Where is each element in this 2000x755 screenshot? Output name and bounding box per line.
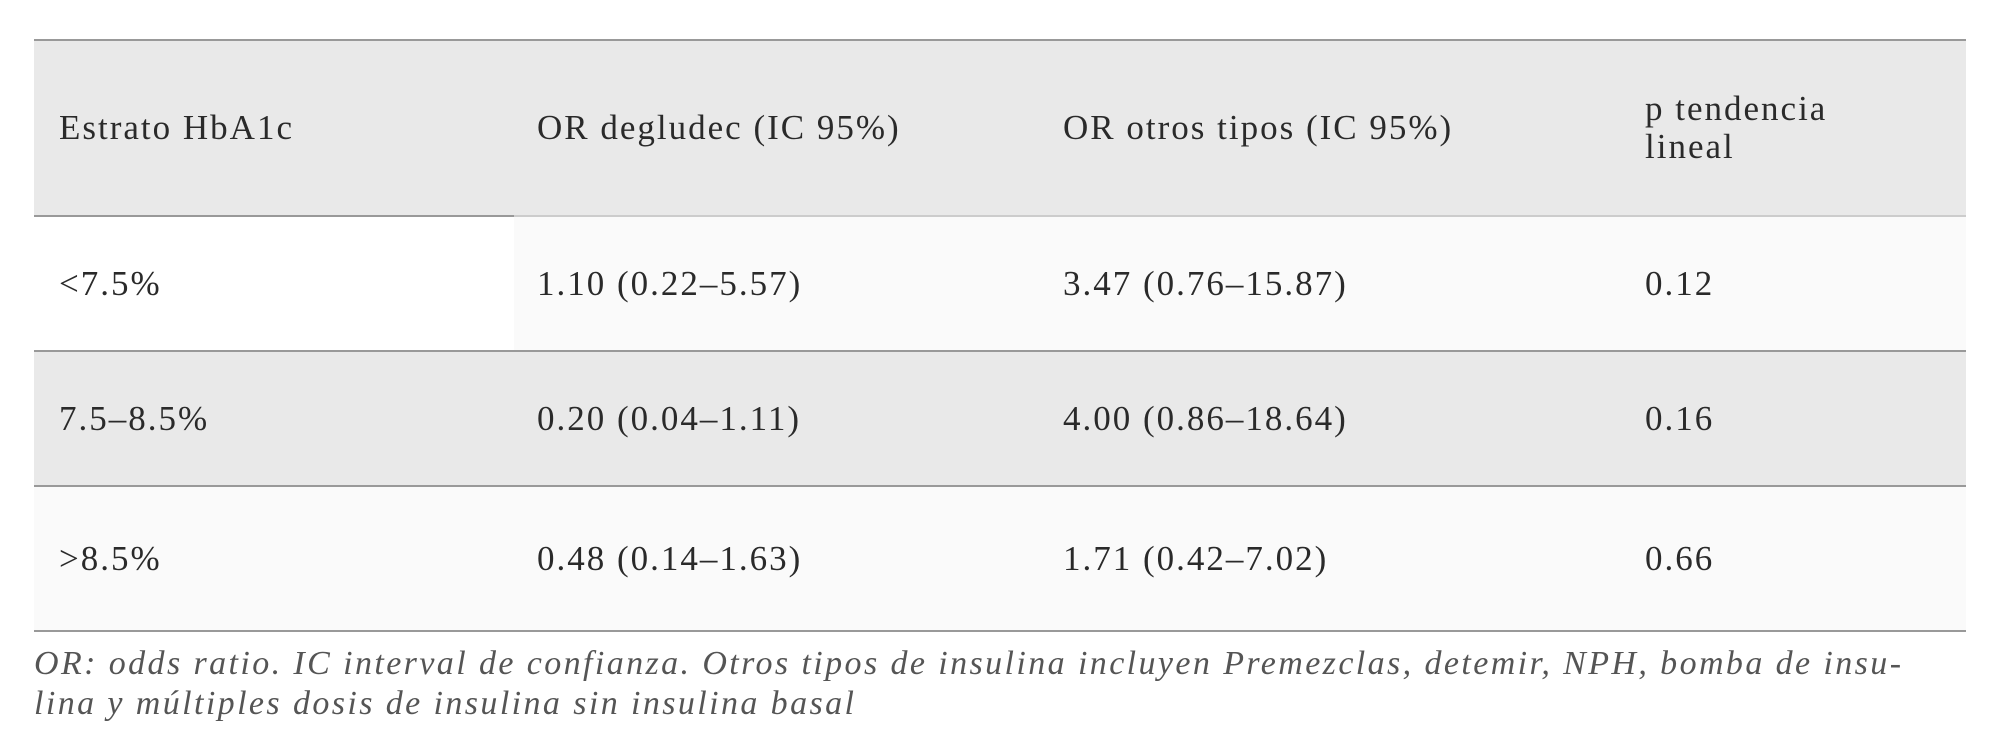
table-cell: 3.47 (0.76–15.87) [1063,263,1348,303]
table-cell: 0.16 [1645,398,1715,438]
table-cell: 4.00 (0.86–18.64) [1063,398,1348,438]
row-border [34,485,1966,487]
row-border [514,215,1966,217]
row-border [514,350,1966,352]
table-cell: 7.5–8.5% [59,398,210,438]
row-border [34,39,1966,41]
header-cell: OR degludec (IC 95%) [537,108,901,147]
table-cell: 1.10 (0.22–5.57) [537,263,803,303]
row-bg [34,486,1966,631]
row-border [34,630,1966,632]
table-cell: 1.71 (0.42–7.02) [1063,538,1329,578]
footnote: lina y múltiples dosis de insulina sin i… [34,685,857,722]
footnote: OR: odds ratio. IC interval de confianza… [34,645,1904,682]
cell-bg [34,216,514,351]
table-cell: 0.20 (0.04–1.11) [537,398,802,438]
table-cell: >8.5% [59,538,162,578]
table-cell: 0.48 (0.14–1.63) [537,538,803,578]
header-cell: p tendencia lineal [1645,89,1828,166]
header-cell: Estrato HbA1c [59,108,294,147]
row-bg [34,40,1966,216]
table-cell: 0.66 [1645,538,1715,578]
header-cell: OR otros tipos (IC 95%) [1063,108,1454,147]
row-border [34,215,514,217]
row-bg [34,351,1966,486]
table-cell: <7.5% [59,263,162,303]
table-cell: 0.12 [1645,263,1715,303]
